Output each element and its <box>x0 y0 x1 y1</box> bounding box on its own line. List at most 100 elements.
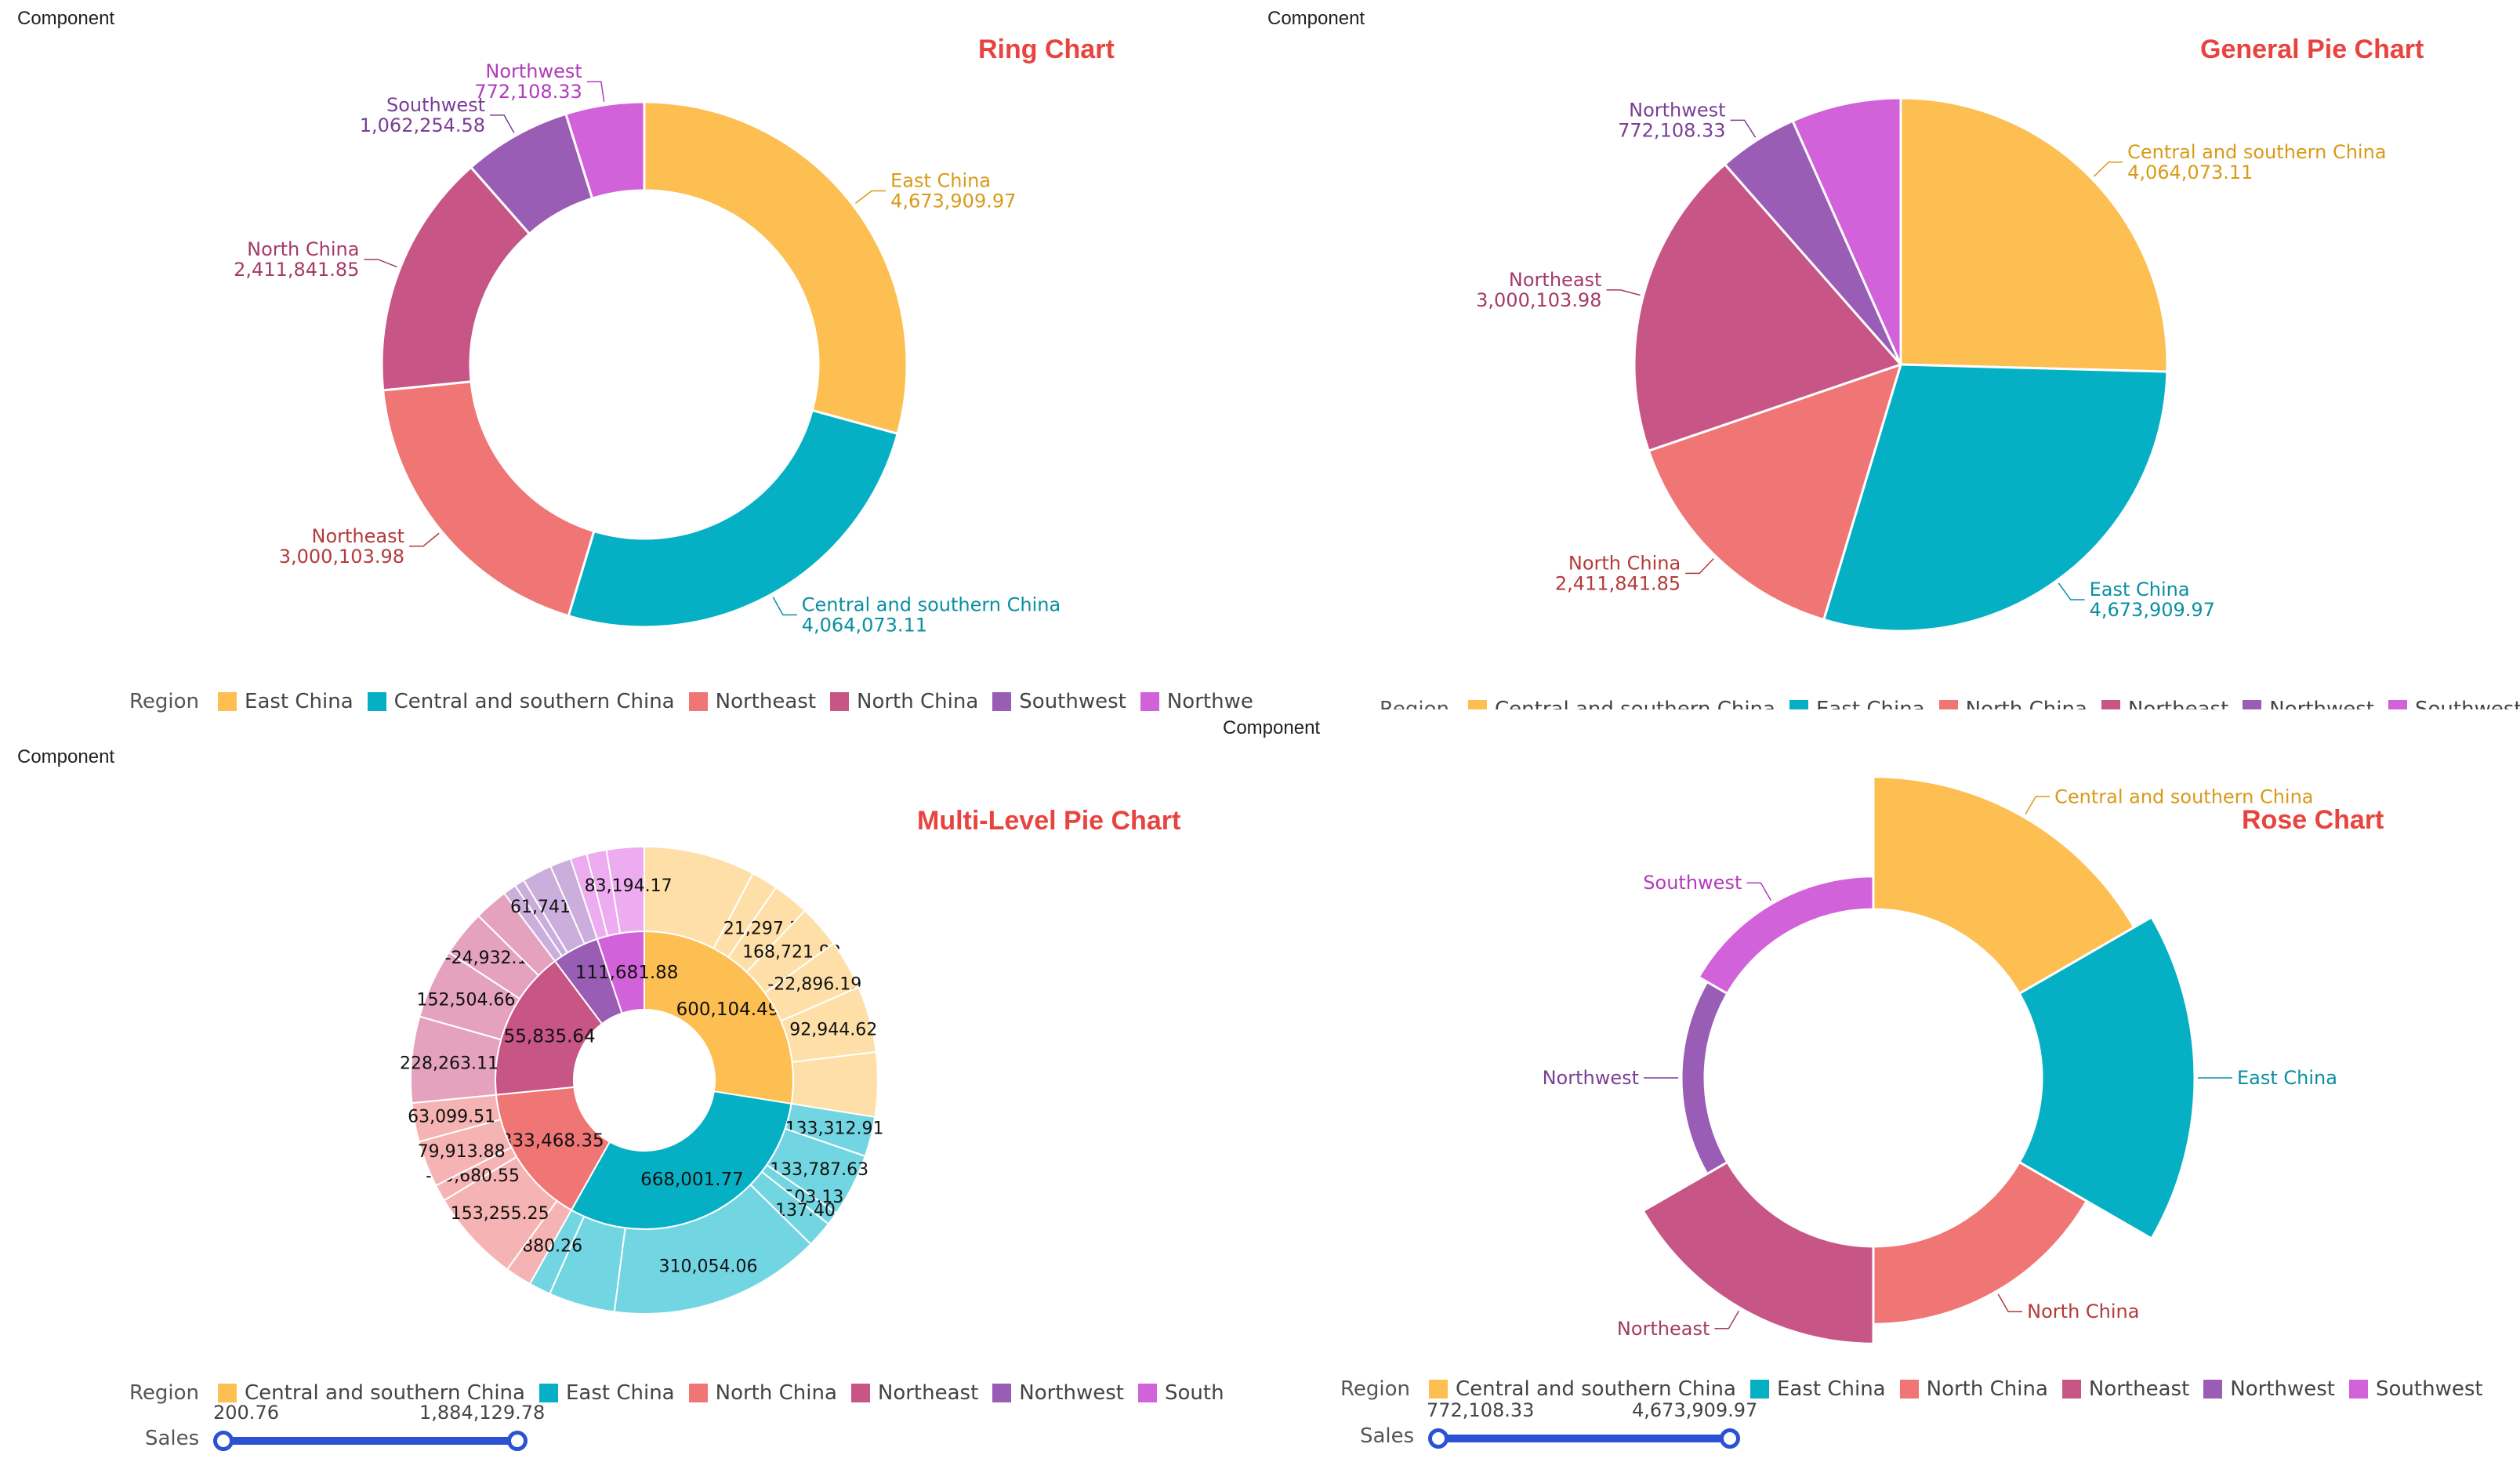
legend-label: North China <box>857 690 979 713</box>
legend-swatch <box>1429 1380 1449 1399</box>
slider-min-handle[interactable] <box>1428 1428 1449 1449</box>
rose-slice-northeast[interactable] <box>1641 1160 1875 1345</box>
legend-item-southwest[interactable]: Southwest <box>2349 1377 2483 1401</box>
legend-swatch <box>1468 700 1488 709</box>
slice-northwest[interactable] <box>564 100 646 201</box>
slice-northwest-value-label: 772,108.33 <box>1618 119 1725 141</box>
legend-swatch <box>538 1384 558 1402</box>
legend-item-north-china[interactable]: North China <box>688 1381 837 1405</box>
slider-min-handle[interactable] <box>213 1431 234 1451</box>
slice-central-and-southern-china-value-label: 4,064,073.11 <box>802 614 927 636</box>
legend-item-east-china[interactable]: East China <box>1749 1377 1886 1401</box>
rose-chart-panel: Component Rose Chart Central and souther… <box>1223 709 2520 1462</box>
legend-swatch <box>218 1384 237 1402</box>
ring-chart-title: Ring Chart <box>978 34 1115 64</box>
legend-label: Southwest <box>1019 690 1126 713</box>
rose-slice-northwest[interactable] <box>1680 980 1729 1176</box>
rose-slice-northeast-leader-line <box>1714 1310 1740 1330</box>
legend-item-north-china[interactable]: North China <box>830 690 978 713</box>
multi-level-pie-svg: 600,104.49 668,001.77 333,468.35 355,835.64… <box>400 845 884 1315</box>
legend-item-north-china[interactable]: North China <box>1899 1377 2048 1401</box>
slider-track[interactable] <box>1438 1435 1730 1442</box>
rose-slice-east-china[interactable] <box>2018 915 2196 1241</box>
legend-item-east-china[interactable]: East China <box>218 690 354 713</box>
rose-slice-central-and-southern-china[interactable] <box>1872 775 2136 996</box>
rose-chart-title: Rose Chart <box>2242 805 2384 835</box>
legend-item-northeast[interactable]: Northeast <box>2101 698 2228 709</box>
component-label: Component <box>1223 717 1321 738</box>
slice-central-and-southern-china-name-label: Central and southern China <box>802 593 1061 615</box>
ring-chart-legend: Region East China Central and southern Ch… <box>129 690 1254 713</box>
slice-central-and-southern-china-leader-line <box>772 597 797 616</box>
slice-northwest-name-label: Northwest <box>1629 99 1725 121</box>
legend-swatch <box>2061 1380 2081 1399</box>
multi-level-pie-panel: Component Multi-Level Pie Chart 600,104.… <box>0 737 1254 1462</box>
legend-swatch <box>1938 700 1958 709</box>
slider-min-value: 772,108.33 <box>1427 1399 1535 1421</box>
component-label: Component <box>1267 8 1365 29</box>
slice-east-china[interactable] <box>643 100 908 436</box>
legend-swatch <box>367 692 386 711</box>
slider-label: Sales <box>1360 1424 1415 1448</box>
rose-slice-central-and-southern-china-name-label: Central and southern China <box>2054 785 2313 807</box>
slice-central-and-southern-china[interactable] <box>1899 96 2169 373</box>
slice-northeast[interactable] <box>1633 162 1903 452</box>
legend-label: Northeast <box>2088 1377 2190 1401</box>
outer-slice-label: 153,255.25 <box>451 1204 549 1224</box>
legend-label: Northeast <box>715 690 817 713</box>
legend-swatch <box>2101 700 2120 709</box>
rose-slice-east-china-name-label: East China <box>2237 1067 2337 1089</box>
legend-item-southwest[interactable]: Southwest <box>2388 698 2520 709</box>
rose-slice-southwest[interactable] <box>1697 875 1875 996</box>
component-label: Component <box>17 746 115 767</box>
outer-slice-label: 133,787.63 <box>770 1160 868 1180</box>
legend-item-east-china[interactable]: East China <box>1789 698 1925 709</box>
legend-swatch <box>1138 1384 1158 1402</box>
slice-east-china-leader-line <box>854 190 887 204</box>
legend-item-central-and-southern-china[interactable]: Central and southern China <box>218 1381 525 1405</box>
slice-northwest-name-label: Northwest <box>485 60 582 82</box>
legend-item-southwest[interactable]: Southwest <box>992 690 1126 713</box>
slice-east-china[interactable] <box>1822 363 2169 633</box>
legend-label: East China <box>245 690 354 713</box>
legend-item-east-china[interactable]: East China <box>538 1381 675 1405</box>
outer-slice[interactable] <box>605 845 645 934</box>
legend-item-northwest[interactable]: Northwest <box>2243 698 2374 709</box>
slice-central-and-southern-china[interactable] <box>567 408 900 629</box>
slice-northwest-leader-line <box>1730 119 1757 138</box>
legend-label: North China <box>1926 1377 2048 1401</box>
outer-slice-label: 92,944.62 <box>789 1020 877 1039</box>
slice-north-china-name-label: North China <box>1568 552 1681 574</box>
outer-slice-label: 79,913.88 <box>418 1142 506 1162</box>
legend-label: Southwest <box>2415 698 2520 709</box>
legend-title: Region <box>129 690 200 713</box>
slice-northeast-leader-line <box>1606 289 1641 296</box>
legend-item-central-and-southern-china[interactable]: Central and southern China <box>1429 1377 1736 1401</box>
legend-item-central-and-southern-china[interactable]: Central and southern China <box>367 690 675 713</box>
legend-item-northeast[interactable]: Northeast <box>850 1381 978 1405</box>
slice-east-china-leader-line <box>2058 582 2085 600</box>
legend-item-northwest[interactable]: Northwest <box>992 1381 1124 1405</box>
rose-slice-northwest-name-label: Northwest <box>1543 1067 1639 1089</box>
legend-item-northeast[interactable]: Northeast <box>688 690 817 713</box>
slice-northeast[interactable] <box>381 380 596 618</box>
slice-north-china-leader-line <box>364 259 397 268</box>
legend-swatch <box>2388 700 2408 709</box>
component-label: Component <box>17 8 115 29</box>
legend-item-north-china[interactable]: North China <box>1938 698 2087 709</box>
slice-southwest-leader-line <box>490 114 515 133</box>
outer-slice-label: 83,194.17 <box>585 876 673 896</box>
slice-southwest-name-label: Southwest <box>386 94 485 116</box>
slider-max-handle[interactable] <box>507 1431 528 1451</box>
slider-max-handle[interactable] <box>1720 1428 1740 1449</box>
legend-item-central-and-southern-china[interactable]: Central and southern China <box>1468 698 1775 709</box>
legend-swatch <box>1899 1380 1919 1399</box>
legend-item-northwest[interactable]: Northwest <box>2203 1377 2335 1401</box>
slice-east-china-value-label: 4,673,909.97 <box>890 190 1016 212</box>
legend-item-northeast[interactable]: Northeast <box>2061 1377 2190 1401</box>
rose-slice-southwest-name-label: Southwest <box>1643 872 1742 894</box>
slice-northeast-value-label: 3,000,103.98 <box>279 546 404 568</box>
slice-north-china[interactable] <box>1647 362 1903 622</box>
slider-track[interactable] <box>223 1437 517 1445</box>
slice-southwest[interactable] <box>1791 96 1902 365</box>
